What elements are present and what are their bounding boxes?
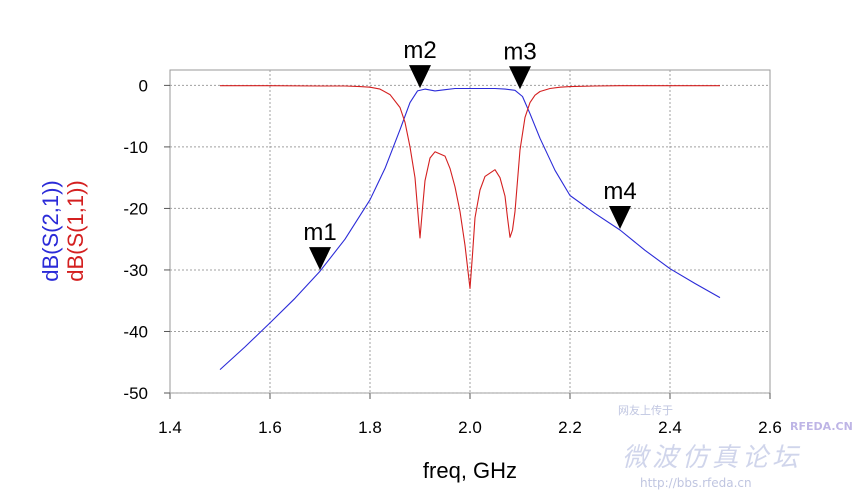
x-tick-label: 1.8 <box>358 418 382 437</box>
y-tick-labels: 0 -10 -20 -30 -40 -50 <box>123 76 148 403</box>
x-tick-label: 2.2 <box>558 418 582 437</box>
y-tick-label: -50 <box>123 384 148 403</box>
x-tick-label: 2.4 <box>658 418 682 437</box>
marker-label-m3: m3 <box>503 38 536 65</box>
y-tick-label: -10 <box>123 138 148 157</box>
series-line-s21 <box>219 87 721 371</box>
watermark-line2: 微波仿真论坛 <box>622 443 802 473</box>
marker-m4-icon <box>609 205 631 229</box>
marker-label-m4: m4 <box>603 178 636 205</box>
watermark-brand: RFEDA.CN <box>790 420 853 433</box>
y-axis-label-s11: dB(S(1,1)) <box>63 180 88 281</box>
marker-m1-icon <box>309 247 331 271</box>
watermark-url: http://bbs.rfeda.cn <box>640 476 752 490</box>
x-tick-label: 2.0 <box>458 418 482 437</box>
marker-m2-icon <box>409 65 431 89</box>
marker-label-m1: m1 <box>303 219 336 246</box>
curves <box>219 85 721 371</box>
marker-label-m2: m2 <box>403 37 436 64</box>
y-axis-label-s21: dB(S(2,1)) <box>38 180 63 281</box>
y-tick-label: -20 <box>123 199 148 218</box>
x-axis-label: freq, GHz <box>423 458 517 483</box>
y-tick-label: 0 <box>139 76 148 95</box>
x-tick-labels: 1.4 1.6 1.8 2.0 2.2 2.4 2.6 <box>158 418 782 437</box>
y-tick-label: -40 <box>123 322 148 341</box>
x-tick-label: 1.6 <box>258 418 282 437</box>
series-line-s11 <box>220 85 720 289</box>
y-tick-label: -30 <box>123 261 148 280</box>
markers: m1 m2 m3 m4 <box>303 37 637 271</box>
x-tick-label: 2.6 <box>758 418 782 437</box>
watermark-line1: 网友上传于 <box>618 403 673 417</box>
marker-m3-icon <box>509 66 531 90</box>
x-tick-label: 1.4 <box>158 418 182 437</box>
watermark: 网友上传于 RFEDA.CN 微波仿真论坛 http://bbs.rfeda.c… <box>618 403 853 490</box>
